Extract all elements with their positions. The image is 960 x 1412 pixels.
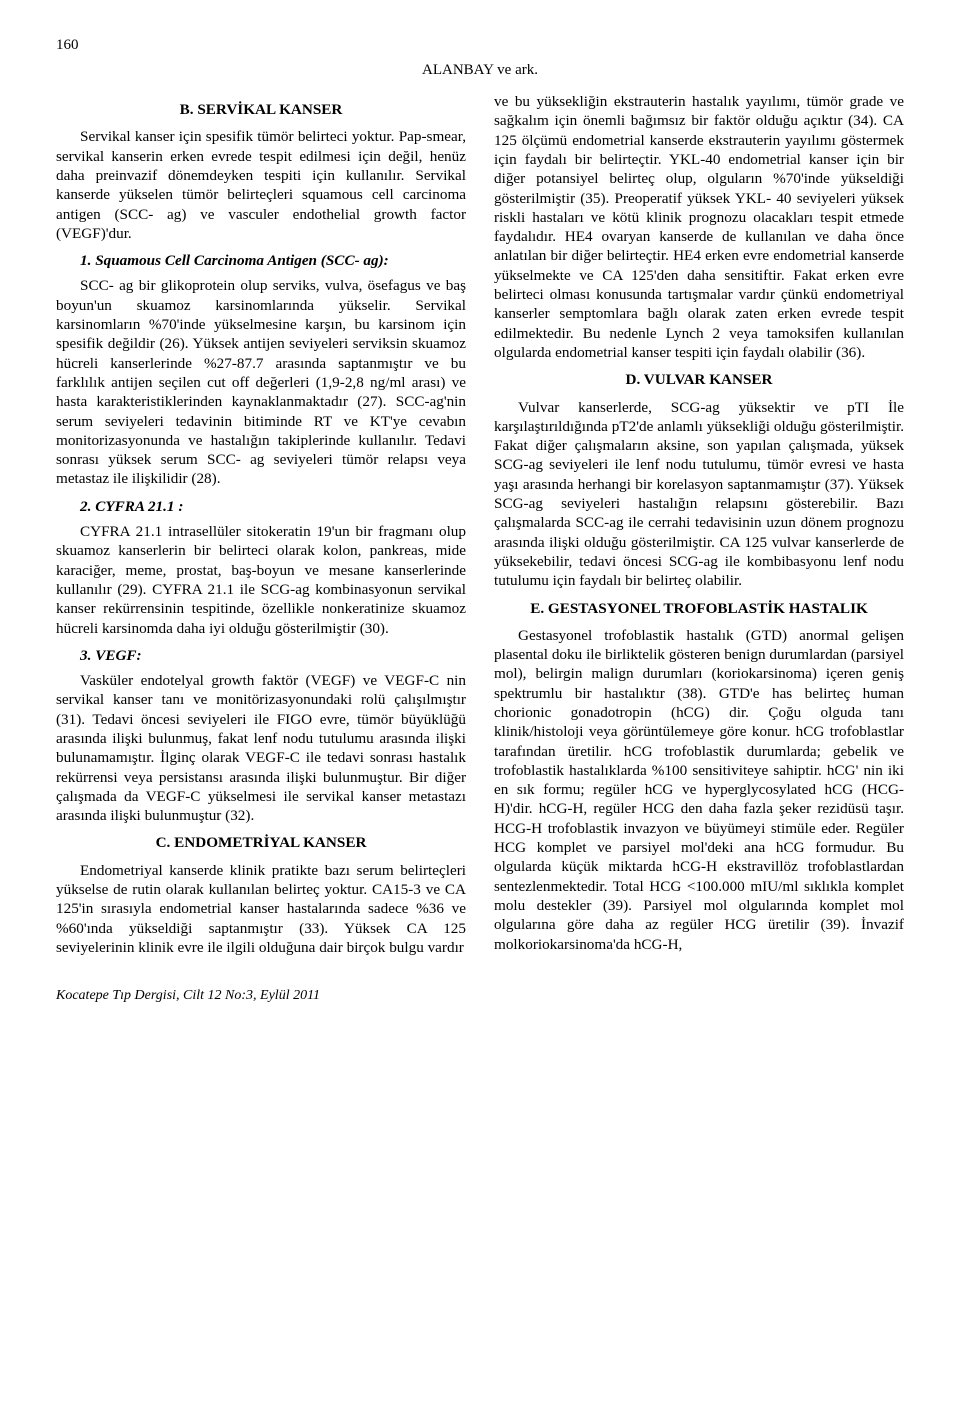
left-column: B. SERVİKAL KANSER Servikal kanser için …	[56, 92, 466, 961]
heading-vulvar-kanser: D. VULVAR KANSER	[494, 370, 904, 389]
paragraph: Vulvar kanserlerde, SCG-ag yüksektir ve …	[494, 398, 904, 591]
two-column-layout: B. SERVİKAL KANSER Servikal kanser için …	[56, 92, 904, 961]
paragraph: CYFRA 21.1 intrasellüler sitokeratin 19'…	[56, 522, 466, 638]
paragraph: Vasküler endotelyal growth faktör (VEGF)…	[56, 671, 466, 825]
subheading-scc-ag: 1. Squamous Cell Carcinoma Antigen (SCC-…	[56, 251, 466, 270]
heading-gestasyonel-trofoblastik: E. GESTASYONEL TROFOBLASTİK HASTALIK	[494, 599, 904, 618]
heading-servikal-kanser: B. SERVİKAL KANSER	[56, 100, 466, 119]
running-head: ALANBAY ve ark.	[56, 61, 904, 80]
paragraph: Gestasyonel trofoblastik hastalık (GTD) …	[494, 626, 904, 954]
paragraph: Servikal kanser için spesifik tümör beli…	[56, 127, 466, 243]
heading-endometriyal-kanser: C. ENDOMETRİYAL KANSER	[56, 833, 466, 852]
paragraph: ve bu yüksekliğin ekstrauterin hastalık …	[494, 92, 904, 362]
right-column: ve bu yüksekliğin ekstrauterin hastalık …	[494, 92, 904, 961]
page-number: 160	[56, 36, 904, 55]
journal-footer: Kocatepe Tıp Dergisi, Cilt 12 No:3, Eylü…	[56, 987, 904, 1005]
paragraph: SCC- ag bir glikoprotein olup serviks, v…	[56, 276, 466, 488]
subheading-cyfra: 2. CYFRA 21.1 :	[56, 497, 466, 516]
paragraph: Endometriyal kanserde klinik pratikte ba…	[56, 861, 466, 957]
subheading-vegf: 3. VEGF:	[56, 646, 466, 665]
